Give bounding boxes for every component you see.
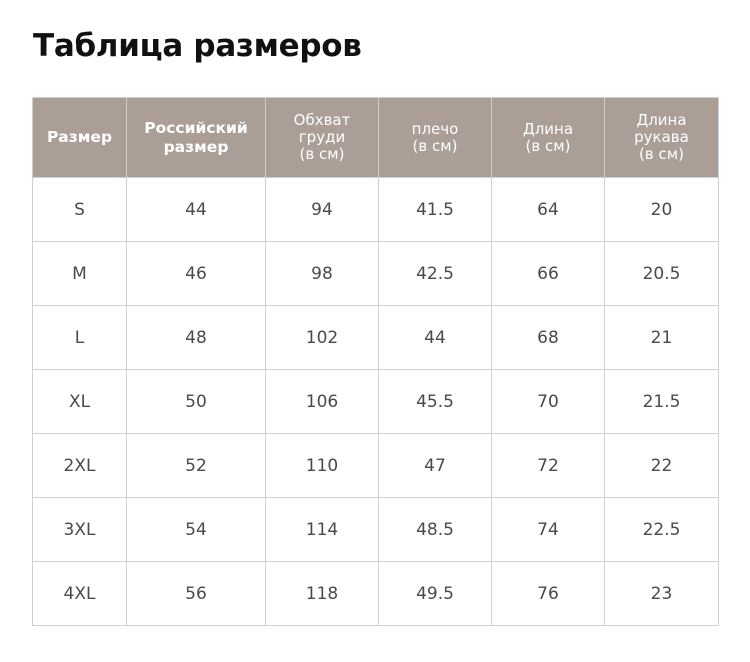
cell-length: 72 [491, 433, 605, 498]
column-header-line: Длина [636, 111, 687, 129]
cell-russian-size: 56 [126, 561, 266, 626]
cell-chest: 118 [265, 561, 379, 626]
header-size: Размер [32, 97, 127, 178]
table-row: XL 50 106 45.5 70 21.5 [32, 369, 719, 434]
table-row: L 48 102 44 68 21 [32, 305, 719, 370]
cell-chest: 94 [265, 177, 379, 242]
cell-shoulder: 44 [378, 305, 492, 370]
header-chest: Обхват груди (в см) [265, 97, 379, 178]
header-shoulder: плечо (в см) [378, 97, 492, 178]
cell-chest: 106 [265, 369, 379, 434]
header-row: Размер Российский размер Обхват груди (в см) п… [32, 97, 719, 178]
column-header-line: (в см) [299, 145, 345, 163]
cell-russian-size: 54 [126, 497, 266, 562]
cell-sleeve-length: 21 [604, 305, 719, 370]
column-header-line: груди [298, 128, 346, 146]
cell-sleeve-length: 20.5 [604, 241, 719, 306]
cell-chest: 114 [265, 497, 379, 562]
table-row: 2XL 52 110 47 72 22 [32, 433, 719, 498]
cell-length: 76 [491, 561, 605, 626]
cell-length: 64 [491, 177, 605, 242]
page-title: Таблица размеров [33, 28, 362, 64]
cell-shoulder: 42.5 [378, 241, 492, 306]
column-header-line: (в см) [412, 136, 458, 155]
cell-sleeve-length: 23 [604, 561, 719, 626]
cell-russian-size: 44 [126, 177, 266, 242]
cell-size: 2XL [32, 433, 127, 498]
cell-shoulder: 48.5 [378, 497, 492, 562]
table-row: S 44 94 41.5 64 20 [32, 177, 719, 242]
table-header: Размер Российский размер Обхват груди (в см) п… [32, 97, 719, 178]
table-body: S 44 94 41.5 64 20 M 46 98 42.5 66 20.5 L 48 102 44 68 21… [32, 177, 719, 626]
column-header-line: Длина [522, 119, 574, 138]
column-header-line: Размер [46, 128, 113, 146]
column-header-line: Российский [144, 118, 248, 137]
cell-length: 74 [491, 497, 605, 562]
column-header-line: (в см) [639, 145, 684, 163]
cell-size: 4XL [32, 561, 127, 626]
column-header-line: Обхват [293, 111, 351, 129]
cell-size: S [32, 177, 127, 242]
cell-chest: 98 [265, 241, 379, 306]
cell-shoulder: 41.5 [378, 177, 492, 242]
cell-shoulder: 45.5 [378, 369, 492, 434]
cell-size: XL [32, 369, 127, 434]
header-russian-size: Российский размер [126, 97, 266, 178]
column-header-line: плечо [411, 119, 459, 138]
cell-sleeve-length: 22.5 [604, 497, 719, 562]
cell-russian-size: 48 [126, 305, 266, 370]
cell-size: L [32, 305, 127, 370]
cell-length: 66 [491, 241, 605, 306]
size-table: Размер Российский размер Обхват груди (в см) п… [32, 97, 719, 626]
header-sleeve-length: Длина рукава (в см) [604, 97, 719, 178]
column-header-line: размер [163, 137, 229, 156]
cell-length: 70 [491, 369, 605, 434]
cell-chest: 110 [265, 433, 379, 498]
cell-shoulder: 47 [378, 433, 492, 498]
column-header-line: рукава [634, 128, 689, 146]
cell-shoulder: 49.5 [378, 561, 492, 626]
table-row: 4XL 56 118 49.5 76 23 [32, 561, 719, 626]
column-header-line: (в см) [525, 136, 571, 155]
cell-russian-size: 46 [126, 241, 266, 306]
cell-chest: 102 [265, 305, 379, 370]
cell-sleeve-length: 21.5 [604, 369, 719, 434]
table-row: M 46 98 42.5 66 20.5 [32, 241, 719, 306]
cell-sleeve-length: 22 [604, 433, 719, 498]
cell-russian-size: 50 [126, 369, 266, 434]
cell-russian-size: 52 [126, 433, 266, 498]
table-row: 3XL 54 114 48.5 74 22.5 [32, 497, 719, 562]
cell-length: 68 [491, 305, 605, 370]
cell-size: 3XL [32, 497, 127, 562]
cell-sleeve-length: 20 [604, 177, 719, 242]
header-length: Длина (в см) [491, 97, 605, 178]
cell-size: M [32, 241, 127, 306]
